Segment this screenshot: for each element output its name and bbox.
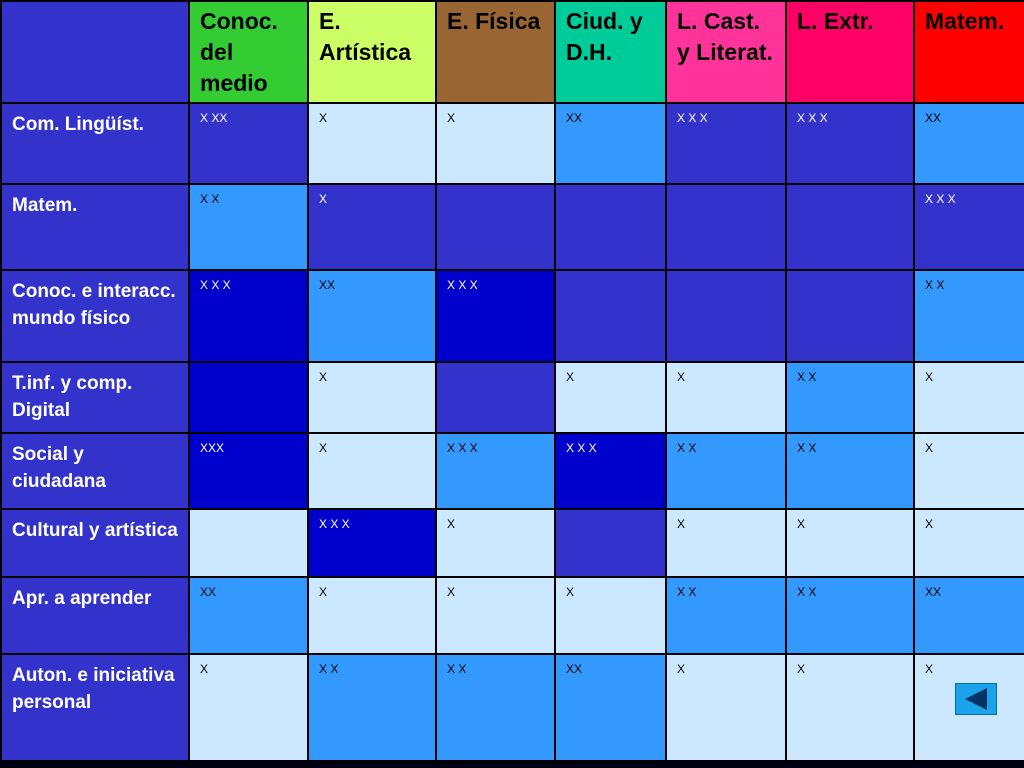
- table-cell: [188, 361, 309, 434]
- table-cell: X XX: [188, 102, 309, 185]
- header-row: Conoc. del medio E. Artística E. Física Ciu…: [0, 0, 1024, 104]
- table-cell: [665, 183, 787, 271]
- table-cell: [188, 508, 309, 578]
- table-cell: X X X: [665, 102, 787, 185]
- column-header-l-cast-y-literat: L. Cast. y Literat.: [665, 0, 787, 104]
- table-cell: X: [307, 183, 437, 271]
- row-header-apr-a-aprender: Apr. a aprender: [0, 576, 190, 655]
- table-cell: [785, 183, 915, 271]
- table-cell: X X X: [435, 269, 556, 363]
- triangle-left-icon: [965, 688, 987, 710]
- row-header-social-y-ciudadana: Social y ciudadana: [0, 432, 190, 510]
- table-cell: X X: [913, 269, 1024, 363]
- table-cell: X: [554, 361, 667, 434]
- table-cell: X X X: [913, 183, 1024, 271]
- table-cell: X X: [785, 432, 915, 510]
- table-cell: [435, 361, 556, 434]
- table-cell: X X: [665, 432, 787, 510]
- table-cell: [665, 269, 787, 363]
- table-cell: X X: [435, 653, 556, 762]
- table-cell: X: [665, 508, 787, 578]
- table-cell: [435, 183, 556, 271]
- row-header-cultural-y-artistica: Cultural y artística: [0, 508, 190, 578]
- column-header-conoc-del-medio: Conoc. del medio: [188, 0, 309, 104]
- table-cell: X: [785, 508, 915, 578]
- table-cell: X: [435, 102, 556, 185]
- table-cell: X: [435, 508, 556, 578]
- table-cell: XX: [913, 576, 1024, 655]
- table-cell: X X X: [307, 508, 437, 578]
- row-header-matem: Matem.: [0, 183, 190, 271]
- table-cell: X: [785, 653, 915, 762]
- table-cell: X X: [785, 576, 915, 655]
- table-cell: X: [188, 653, 309, 762]
- table-cell: [554, 183, 667, 271]
- table-cell: X: [307, 432, 437, 510]
- table-cell: X X: [785, 361, 915, 434]
- table-cell: XX: [913, 102, 1024, 185]
- table-row: Conoc. e interacc. mundo físico X X X XX X …: [0, 269, 1024, 363]
- table-cell: XX: [554, 653, 667, 762]
- table-cell: [554, 508, 667, 578]
- table-cell: XX: [307, 269, 437, 363]
- row-header-auton-e-iniciativa-personal: Auton. e iniciativa personal: [0, 653, 190, 762]
- table-cell: X: [913, 432, 1024, 510]
- table-cell: X X: [665, 576, 787, 655]
- table-cell: XX: [188, 576, 309, 655]
- table-cell: X: [307, 102, 437, 185]
- table-cell: X: [435, 576, 556, 655]
- table-cell: X X: [188, 183, 309, 271]
- row-header-conoc-e-interacc-mundo-fisico: Conoc. e interacc. mundo físico: [0, 269, 190, 363]
- table-cell: X X X: [785, 102, 915, 185]
- table-cell: X: [913, 361, 1024, 434]
- column-header-ciud-y-d-h: Ciud. y D.H.: [554, 0, 667, 104]
- back-button[interactable]: [955, 683, 997, 715]
- table-cell: X X X: [435, 432, 556, 510]
- table-cell: XX: [554, 102, 667, 185]
- column-header-l-extr: L. Extr.: [785, 0, 915, 104]
- table-cell: [554, 269, 667, 363]
- table-cell: X: [913, 508, 1024, 578]
- table-cell: X: [554, 576, 667, 655]
- table-cell: X: [307, 576, 437, 655]
- corner-cell: [0, 0, 190, 104]
- row-header-t-inf-y-comp-digital: T.inf. y comp. Digital: [0, 361, 190, 434]
- table-cell: X: [665, 361, 787, 434]
- table-cell: X: [307, 361, 437, 434]
- table-cell: X: [665, 653, 787, 762]
- table-cell: X X X: [554, 432, 667, 510]
- column-header-matem: Matem.: [913, 0, 1024, 104]
- table-cell: X: [913, 653, 1024, 762]
- table-cell: X X X: [188, 269, 309, 363]
- table-cell: X X: [307, 653, 437, 762]
- table-cell: [785, 269, 915, 363]
- table-cell: XXX: [188, 432, 309, 510]
- column-header-e-artistica: E. Artística: [307, 0, 437, 104]
- column-header-e-fisica: E. Física: [435, 0, 556, 104]
- row-header-com-linguist: Com. Lingüíst.: [0, 102, 190, 185]
